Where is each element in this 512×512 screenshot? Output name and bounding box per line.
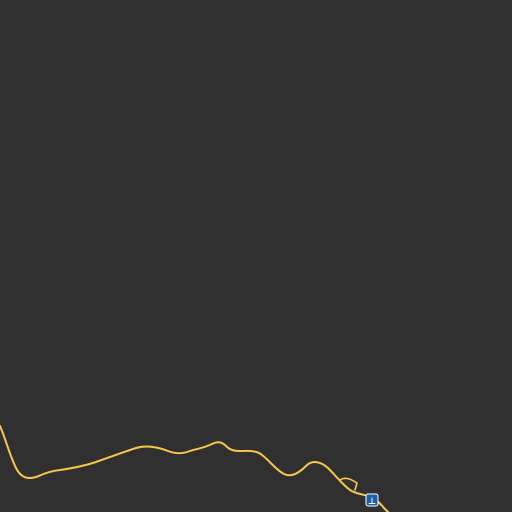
bus-stop-marker-box [365,493,379,507]
bus-stop-icon[interactable]: ⊥ [365,493,379,507]
road [0,425,389,512]
road-spur [339,477,358,491]
bus-stop-glyph: ⊥ [368,497,376,507]
